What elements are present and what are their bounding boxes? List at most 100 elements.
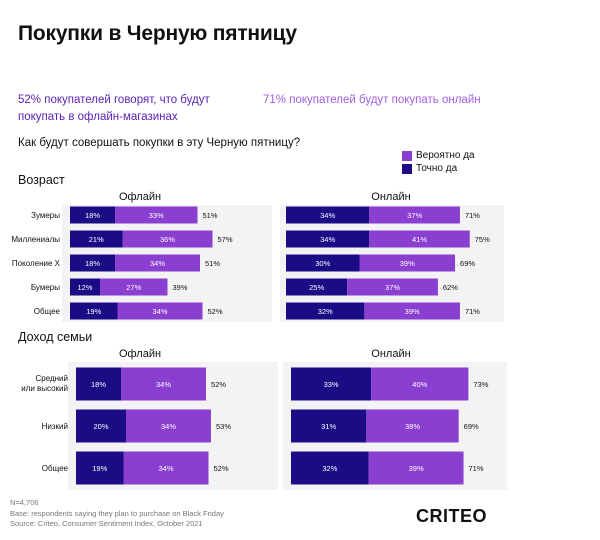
data-label-definitely: 18% bbox=[91, 380, 106, 389]
data-label-definitely: 34% bbox=[320, 235, 335, 244]
data-label-total: 71% bbox=[465, 211, 480, 220]
bar-definitely bbox=[70, 206, 115, 224]
bar-probably bbox=[368, 451, 464, 485]
data-label-definitely: 30% bbox=[315, 259, 330, 268]
data-label-definitely: 31% bbox=[321, 422, 336, 431]
footer-notes: N=4,706 Base: respondents saying they pl… bbox=[10, 498, 224, 530]
data-label-probably: 33% bbox=[149, 211, 164, 220]
data-label-probably: 38% bbox=[405, 422, 420, 431]
data-label-definitely: 18% bbox=[85, 211, 100, 220]
data-label-total: 71% bbox=[465, 307, 480, 316]
data-label-probably: 34% bbox=[161, 422, 176, 431]
bar-definitely bbox=[76, 367, 121, 401]
bar-probably bbox=[100, 278, 168, 296]
bar-definitely bbox=[70, 302, 118, 320]
data-label-total: 51% bbox=[203, 211, 218, 220]
data-label-total: 69% bbox=[464, 422, 479, 431]
data-label-probably: 34% bbox=[150, 259, 165, 268]
data-label-definitely: 32% bbox=[318, 307, 333, 316]
bar-definitely bbox=[291, 367, 372, 401]
data-label-definitely: 33% bbox=[324, 380, 339, 389]
data-label-total: 73% bbox=[473, 380, 488, 389]
data-label-total: 75% bbox=[475, 235, 490, 244]
bar-probably bbox=[123, 451, 209, 485]
category-label: Миллениалы bbox=[11, 235, 60, 244]
legend-item-definitely: Точно да bbox=[402, 163, 457, 174]
bar-probably bbox=[122, 230, 213, 248]
legend-label-definitely: Точно да bbox=[416, 163, 458, 174]
data-label-total: 62% bbox=[443, 283, 458, 292]
bar-probably bbox=[117, 302, 203, 320]
data-label-probably: 34% bbox=[152, 307, 167, 316]
category-label: Общее bbox=[42, 464, 69, 473]
bar-probably bbox=[115, 254, 200, 272]
bar-probably bbox=[115, 206, 198, 224]
bar-probably bbox=[369, 206, 460, 224]
legend-item-probably: Вероятно да bbox=[402, 150, 475, 161]
legend-swatch-probably bbox=[402, 150, 412, 161]
panel-title: Онлайн bbox=[371, 348, 410, 360]
bar-definitely bbox=[76, 409, 126, 443]
data-label-total: 39% bbox=[173, 283, 188, 292]
bar-probably bbox=[364, 302, 460, 320]
bar-definitely bbox=[70, 230, 123, 248]
data-label-total: 52% bbox=[208, 307, 223, 316]
data-label-probably: 39% bbox=[409, 464, 424, 473]
bar-definitely bbox=[286, 302, 365, 320]
data-label-definitely: 34% bbox=[320, 211, 335, 220]
bar-probably bbox=[347, 278, 438, 296]
stacked-bar-charts: Офлайн Онлайн Зумеры 18% 33% 51% 34% 37% 71% Милл… bbox=[11, 191, 507, 490]
bar-probably bbox=[371, 367, 469, 401]
bar-probably bbox=[369, 230, 470, 248]
data-label-probably: 40% bbox=[412, 380, 427, 389]
chart-question: Как будут совершать покупки в эту Черную… bbox=[18, 137, 301, 149]
data-label-definitely: 20% bbox=[93, 422, 108, 431]
data-label-probably: 39% bbox=[405, 307, 420, 316]
bar-definitely bbox=[76, 451, 124, 485]
footer-base: Base: respondents saying they plan to pu… bbox=[10, 508, 224, 518]
panel-title: Офлайн bbox=[119, 191, 161, 203]
data-label-definitely: 19% bbox=[86, 307, 101, 316]
bar-definitely bbox=[70, 278, 100, 296]
data-label-definitely: 25% bbox=[309, 283, 324, 292]
bar-probably bbox=[126, 409, 211, 443]
data-label-definitely: 32% bbox=[322, 464, 337, 473]
section-title-income: Доход семьи bbox=[18, 330, 93, 344]
data-label-total: 57% bbox=[218, 235, 233, 244]
data-label-probably: 34% bbox=[158, 464, 173, 473]
bar-definitely bbox=[286, 206, 370, 224]
bar-definitely bbox=[286, 254, 360, 272]
panel-title: Офлайн bbox=[119, 348, 161, 360]
legend-label-probably: Вероятно да bbox=[416, 150, 475, 161]
data-label-definitely: 12% bbox=[77, 283, 92, 292]
bar-definitely bbox=[291, 451, 369, 485]
data-label-definitely: 19% bbox=[92, 464, 107, 473]
section-title-age: Возраст bbox=[18, 173, 65, 187]
category-label: Общее bbox=[34, 307, 61, 316]
category-label: Средний bbox=[35, 374, 68, 383]
data-label-total: 52% bbox=[211, 380, 226, 389]
page-title: Покупки в Черную пятницу bbox=[18, 22, 297, 45]
data-label-probably: 27% bbox=[126, 283, 141, 292]
data-label-definitely: 18% bbox=[85, 259, 100, 268]
footer-sample-size: N=4,706 bbox=[10, 498, 39, 507]
panel-title: Онлайн bbox=[371, 191, 410, 203]
stat-online: 71% покупателей будут покупать онлайн bbox=[263, 94, 481, 106]
bar-definitely bbox=[286, 278, 348, 296]
data-label-total: 71% bbox=[469, 464, 484, 473]
data-label-probably: 37% bbox=[385, 283, 400, 292]
bar-definitely bbox=[70, 254, 115, 272]
bar-probably bbox=[359, 254, 456, 272]
data-label-probably: 37% bbox=[407, 211, 422, 220]
legend-swatch-definitely bbox=[402, 163, 412, 174]
bar-probably bbox=[366, 409, 459, 443]
footer-source: Source: Criteo, Consumer Sentiment Index… bbox=[10, 519, 203, 528]
data-label-total: 53% bbox=[216, 422, 231, 431]
stat-offline: 52% покупателей говорят, что будут покуп… bbox=[18, 94, 210, 123]
category-label: Зумеры bbox=[31, 211, 60, 220]
category-label: Бумеры bbox=[31, 283, 60, 292]
data-label-total: 69% bbox=[460, 259, 475, 268]
category-label: Поколение X bbox=[12, 259, 61, 268]
data-label-total: 52% bbox=[214, 464, 229, 473]
category-label: Низкий bbox=[42, 422, 68, 431]
